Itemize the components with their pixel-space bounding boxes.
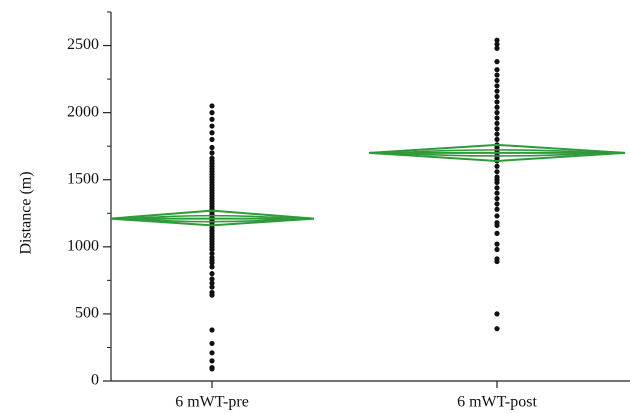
data-point [209, 340, 215, 347]
data-point [494, 72, 500, 78]
axes-layer [110, 12, 630, 382]
data-point [209, 264, 215, 270]
data-point [209, 110, 215, 116]
data-point [494, 45, 500, 51]
data-point [494, 256, 500, 262]
data-point [494, 41, 500, 47]
x-tick-label: 6 mWT-post [457, 394, 537, 411]
y-tick-label: 500 [75, 305, 99, 322]
data-point [494, 230, 500, 236]
data-point [209, 136, 215, 143]
data-point [494, 37, 500, 43]
y-tick-label: 2000 [67, 103, 99, 120]
data-point [494, 136, 500, 143]
upper-comparison-line [128, 214, 296, 220]
data-point [209, 327, 215, 333]
data-point [494, 131, 500, 137]
lower-comparison-line [391, 152, 603, 157]
data-point [494, 163, 500, 169]
data-point [494, 110, 500, 116]
y-tick-label: 0 [91, 372, 99, 389]
data-point [494, 99, 500, 105]
data-point [494, 104, 500, 110]
data-point [209, 271, 215, 277]
data-point [494, 206, 500, 212]
data-point [209, 280, 215, 286]
data-point [494, 83, 500, 89]
data-point [209, 358, 215, 364]
data-point [494, 213, 500, 219]
y-tick-label: 1500 [67, 170, 99, 187]
data-point [494, 120, 500, 126]
data-point [494, 93, 500, 100]
data-point [209, 364, 215, 371]
data-point [209, 123, 215, 129]
data-point [209, 350, 215, 356]
data-point [494, 241, 500, 247]
data-point [209, 155, 215, 161]
data-point [209, 289, 215, 296]
data-point [494, 174, 500, 180]
data-point [494, 59, 500, 65]
data-point [494, 220, 500, 226]
data-point [209, 150, 215, 156]
data-point [209, 103, 215, 109]
data-point [209, 144, 215, 151]
data-point [494, 115, 500, 121]
data-point [494, 169, 500, 175]
data-point [494, 195, 500, 202]
y-axis-title: Distance (m) [18, 171, 35, 254]
data-point [209, 250, 215, 257]
data-point [209, 254, 215, 261]
data-point [494, 201, 500, 207]
data-point [209, 130, 215, 136]
data-point [494, 185, 500, 191]
data-point [209, 116, 215, 122]
data-point [494, 67, 500, 73]
data-point [494, 326, 500, 332]
diamonds-layer [109, 143, 626, 227]
y-tick-label: 2500 [67, 36, 99, 53]
data-point [209, 276, 215, 282]
data-point [494, 88, 500, 94]
ticks-layer: 0 500 1000 1500 2000 2500 6 mWT-pre 6 mWT-post [67, 11, 537, 411]
data-point [494, 246, 500, 253]
data-point [494, 126, 500, 132]
y-tick-label: 1000 [67, 237, 99, 254]
upper-comparison-line [391, 149, 603, 154]
x-tick-label: 6 mWT-pre [175, 394, 249, 411]
data-point [494, 311, 500, 317]
data-point [209, 284, 215, 290]
data-point [494, 190, 500, 196]
data-point [494, 77, 500, 84]
points-layer [209, 37, 500, 372]
lower-comparison-line [128, 217, 296, 223]
